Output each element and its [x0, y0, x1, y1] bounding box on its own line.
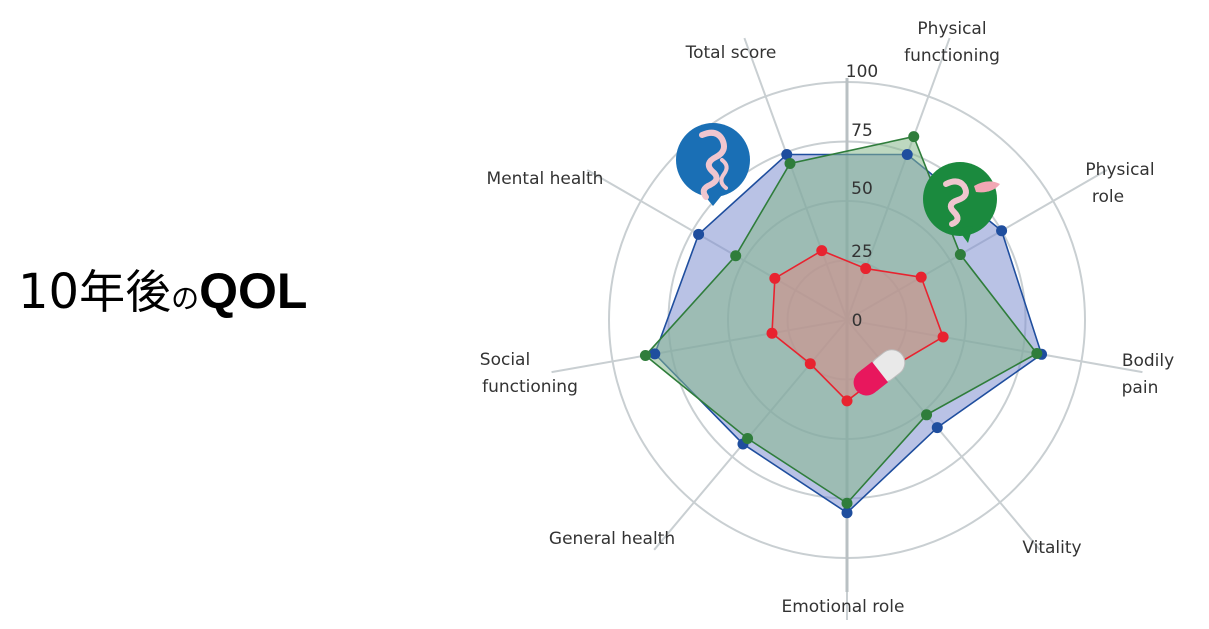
- series-3-point-physical_role: [915, 271, 927, 283]
- series-1-point-emotional_role: [841, 507, 853, 519]
- axis-label-physical_role: Physical: [1085, 160, 1154, 180]
- tick-label-100: 100: [846, 62, 878, 82]
- series-3-point-total_score: [816, 245, 828, 257]
- series-1-point-physical_role: [996, 225, 1008, 237]
- headline-qol: QOL: [199, 263, 308, 319]
- axis-label-social_functioning: Social: [480, 350, 530, 370]
- series-3-point-mental_health: [769, 272, 781, 284]
- series-2-point-social_functioning: [639, 350, 651, 362]
- intestine-pancreas-icon: [923, 162, 1000, 243]
- axis-label-physical_functioning: Physical: [917, 19, 986, 39]
- radar-tick-labels: 0 25 50 75 100: [846, 62, 878, 331]
- series-3-point-physical_functioning: [860, 263, 872, 275]
- series-1-point-vitality: [931, 422, 943, 434]
- radar-axis-labels: Physical functioning Physical role Bodily pai…: [480, 19, 1174, 617]
- series-1-point-total_score: [781, 149, 793, 161]
- axis-label-physical_functioning: functioning: [904, 46, 1000, 66]
- series-1-point-social_functioning: [649, 348, 661, 360]
- tick-label-25: 25: [851, 242, 873, 262]
- axis-label-social_functioning: functioning: [482, 377, 578, 397]
- pill-capsule-icon: [853, 349, 906, 396]
- series-2-point-vitality: [921, 409, 933, 421]
- series-3-point-social_functioning: [766, 327, 778, 339]
- series-1-point-mental_health: [693, 228, 705, 240]
- series-3-point-emotional_role: [841, 395, 853, 407]
- stomach-intestine-icon: [676, 123, 750, 206]
- series-2-point-bodily_pain: [1031, 347, 1043, 359]
- series-2-point-total_score: [784, 157, 796, 169]
- series-3-point-general_health: [804, 358, 816, 370]
- series-2-point-general_health: [742, 433, 754, 445]
- series-2-point-emotional_role: [841, 497, 853, 509]
- series-1-point-physical_functioning: [901, 149, 913, 161]
- series-2-point-mental_health: [730, 250, 742, 262]
- page-headline: 10年後のQOL: [18, 266, 307, 316]
- series-2-point-physical_functioning: [908, 131, 920, 143]
- axis-label-general_health: General health: [549, 529, 675, 549]
- axis-label-total_score: Total score: [685, 43, 777, 63]
- axis-label-emotional_role: Emotional role: [781, 597, 904, 617]
- tick-label-0: 0: [852, 311, 863, 331]
- series-3-point-bodily_pain: [937, 331, 949, 343]
- tick-label-75: 75: [851, 121, 873, 141]
- headline-kanji: 年後: [79, 265, 172, 319]
- axis-label-mental_health: Mental health: [487, 169, 604, 189]
- axis-label-vitality: Vitality: [1022, 538, 1081, 558]
- tick-label-50: 50: [851, 179, 873, 199]
- axis-label-bodily_pain: Bodily: [1122, 351, 1174, 371]
- axis-label-physical_role: role: [1092, 187, 1124, 207]
- series-2-point-physical_role: [954, 249, 966, 261]
- axis-label-bodily_pain: pain: [1122, 378, 1159, 398]
- radar-icons: [676, 123, 1000, 396]
- headline-particle: の: [171, 282, 200, 315]
- headline-number: 10: [18, 264, 80, 320]
